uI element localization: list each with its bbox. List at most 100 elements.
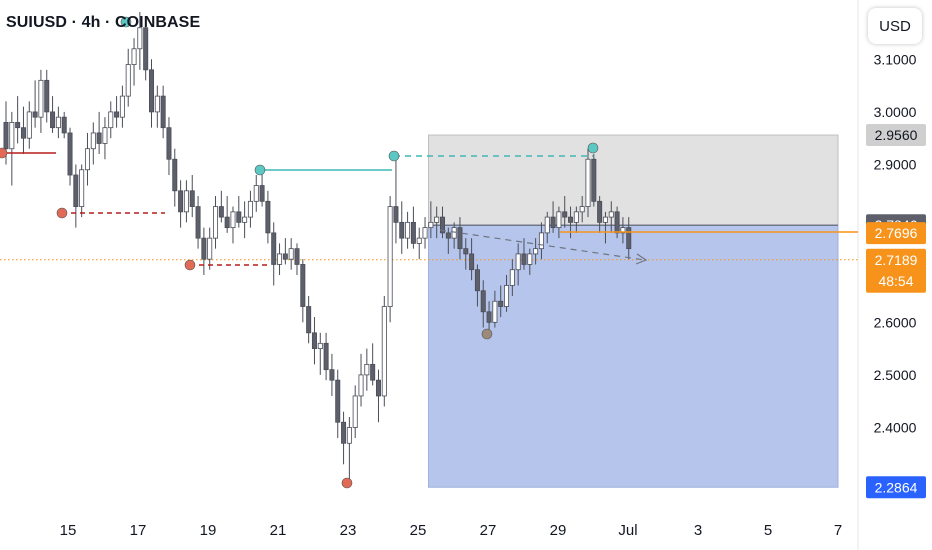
y-tick-label: 2.9000: [874, 157, 917, 173]
x-tick-label: 5: [764, 522, 772, 539]
candle-body: [626, 227, 632, 250]
x-tick-label: 29: [550, 522, 567, 539]
x-tick-label: 25: [410, 522, 427, 539]
candle-body: [67, 132, 73, 176]
currency-button[interactable]: USD: [868, 8, 922, 44]
candle-body: [288, 248, 294, 260]
candle-body: [26, 111, 32, 139]
candle-body: [573, 211, 579, 223]
candle-body: [463, 248, 469, 255]
candle-body: [387, 206, 393, 307]
countdown-label-text: 48:54: [878, 273, 913, 289]
candle-body: [527, 253, 533, 265]
candle-body: [218, 206, 224, 218]
candle-body: [597, 200, 603, 223]
chart-title: SUIUSD · 4h · COINBASE: [6, 14, 201, 31]
candle-body: [50, 111, 56, 129]
candle-body: [515, 253, 521, 271]
candle-body: [230, 211, 236, 229]
stop-zone: [428, 224, 839, 488]
pivot-marker-low: [481, 328, 493, 340]
x-tick-label: 21: [270, 522, 287, 539]
target-zone: [428, 134, 839, 226]
x-tick-label: 27: [480, 522, 497, 539]
candle-body: [457, 227, 463, 250]
candle-body: [114, 111, 120, 118]
candle-body: [504, 285, 510, 307]
candle-body: [434, 216, 440, 223]
candle-body: [556, 211, 562, 229]
x-tick-label: 19: [200, 522, 217, 539]
candle-body: [166, 127, 172, 160]
candle-body: [335, 379, 341, 423]
pivot-marker-low: [184, 259, 196, 271]
candle-body: [486, 311, 492, 323]
candle-body: [550, 216, 556, 229]
candle-body: [323, 342, 329, 371]
candle-body: [480, 290, 486, 313]
candle-body: [568, 216, 574, 223]
candle-body: [253, 185, 259, 202]
y-tick-label: 2.4000: [874, 420, 917, 436]
x-tick-label: 23: [340, 522, 357, 539]
candle-body: [358, 374, 364, 397]
candle-body: [148, 69, 154, 113]
candle-body: [271, 232, 277, 265]
candle-body: [311, 332, 317, 350]
candle-body: [306, 306, 312, 334]
candle-body: [410, 221, 416, 244]
price-label-text: 2.7189: [875, 252, 918, 268]
candle-body: [585, 158, 591, 207]
candle-body: [9, 122, 15, 150]
candle-body: [183, 190, 189, 213]
candle-body: [84, 148, 90, 171]
candle-body: [242, 216, 248, 223]
candle-body: [405, 221, 411, 239]
y-tick-label: 2.6000: [874, 314, 917, 330]
candle-body: [224, 216, 230, 229]
candle-body: [102, 127, 108, 144]
pivot-marker-high: [587, 142, 599, 154]
x-tick-label: 15: [60, 522, 77, 539]
candle-body: [195, 206, 201, 239]
pivot-marker-high: [254, 164, 266, 176]
candle-body: [614, 211, 620, 234]
candle-body: [44, 79, 50, 113]
y-tick-label: 2.5000: [874, 367, 917, 383]
price-label-badge: [866, 124, 926, 147]
candle-body: [3, 122, 9, 150]
x-tick-label: 17: [130, 522, 147, 539]
price-label-text: 2.2864: [875, 479, 918, 495]
candle-body: [498, 300, 504, 307]
candle-body: [108, 111, 114, 129]
candle-body: [620, 227, 626, 234]
candle-body: [591, 158, 597, 202]
candle-body: [399, 221, 405, 239]
candle-body: [579, 206, 585, 213]
candle-body: [137, 27, 143, 50]
candle-body: [32, 111, 38, 118]
candle-body: [154, 95, 160, 113]
candle-body: [79, 169, 85, 207]
candle-body: [562, 211, 568, 218]
candle-body: [544, 216, 550, 234]
candle-body: [346, 427, 352, 444]
candle-body: [73, 174, 79, 207]
price-label-badge: [866, 476, 926, 499]
candle-body: [393, 206, 399, 223]
candle-body: [538, 232, 544, 250]
candle-body: [265, 200, 271, 234]
candle-body: [521, 253, 527, 265]
candle-body: [178, 190, 184, 213]
price-label-badge: [866, 248, 926, 293]
candle-body: [160, 95, 166, 129]
x-tick-label: 7: [834, 522, 842, 539]
candle-body: [428, 221, 434, 229]
candle-body: [61, 116, 67, 134]
candle-body: [20, 127, 26, 139]
candle-body: [38, 79, 44, 118]
candle-body: [329, 369, 335, 381]
candle-body: [247, 200, 253, 218]
pivot-marker-low: [0, 147, 8, 159]
